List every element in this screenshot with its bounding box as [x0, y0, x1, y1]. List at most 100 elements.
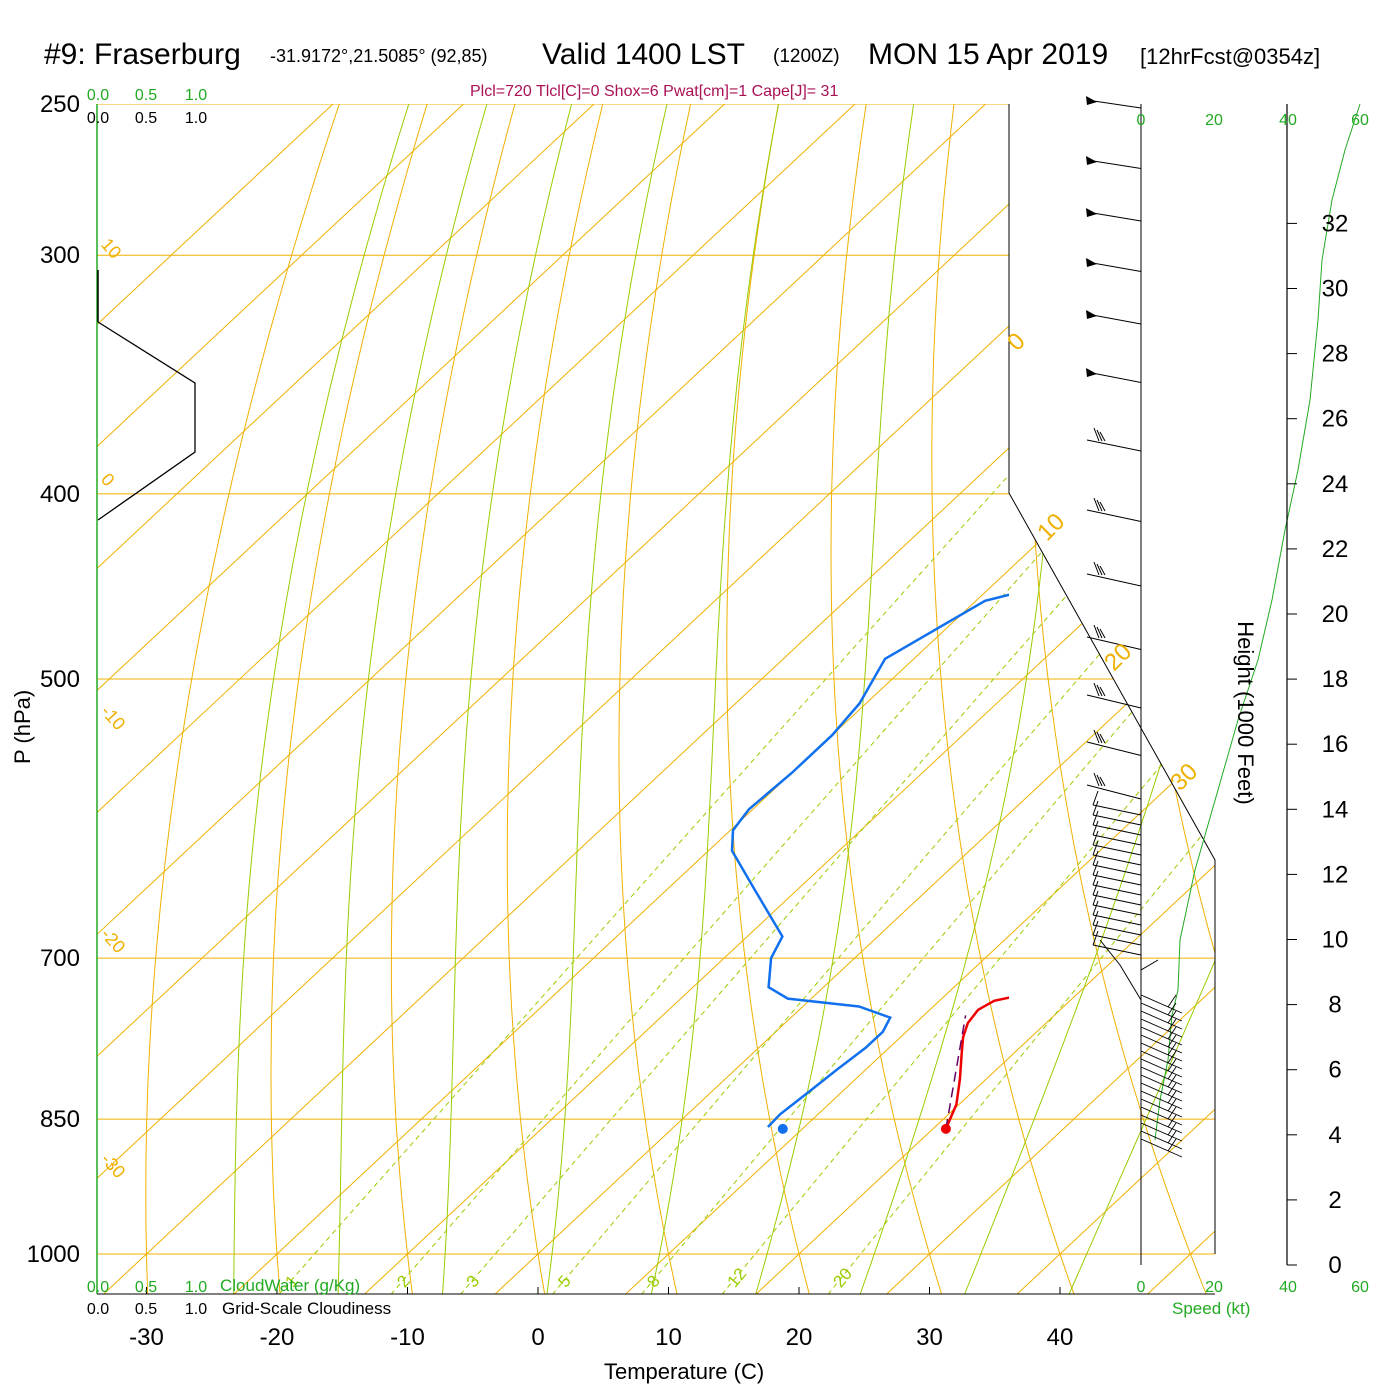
surface-point: [940, 1123, 951, 1134]
cloudiness-tick-label: 0.5: [135, 1301, 157, 1318]
wind-barb: [1140, 1098, 1183, 1118]
y-axis-label: P (hPa): [10, 689, 35, 764]
wind-barb-feather: [1099, 733, 1106, 744]
wind-barb: [1092, 914, 1142, 926]
moist-adiabat: [964, 447, 1240, 1294]
wind-barb: [1092, 844, 1142, 856]
wind-barb-feather: [1092, 820, 1099, 836]
temperature-tick-label: -30: [129, 1324, 164, 1351]
wind-barb: [1092, 854, 1142, 866]
wind-barb-feather: [1099, 431, 1106, 442]
height-tick-label: 28: [1322, 341, 1349, 368]
wind-barb-flag: [1086, 156, 1097, 165]
wind-barb: [1092, 904, 1142, 916]
mixing-ratio-line: [460, 472, 1175, 1294]
wind-barb-feather: [1099, 628, 1106, 639]
station-coords: -31.9172°,21.5085° (92,85): [270, 46, 488, 66]
isotherm: [885, 963, 1240, 1294]
wind-barb-feather: [1093, 682, 1100, 697]
wind-barb-feather: [1099, 501, 1106, 512]
isotherm: [494, 597, 1240, 1294]
mixing-ratio-label: 2: [393, 1272, 414, 1291]
wind-barb-feather: [1096, 563, 1103, 576]
plot-boundary: [96, 104, 1240, 1295]
axis-labels: 2503004005007008501000100-10-20-30010203…: [27, 87, 1369, 1351]
cloudwater-tick-label: 1.0: [185, 1279, 207, 1296]
wind-barb: [1092, 944, 1142, 956]
mixing-ratio-label: 8: [643, 1272, 664, 1291]
wind-barb: [1140, 1010, 1183, 1030]
wind-barb-feather: [1093, 624, 1100, 639]
height-tick-label: 24: [1322, 471, 1349, 498]
wind-barb-feather: [1167, 994, 1177, 1008]
valid-time: Valid 1400 LST: [542, 38, 745, 71]
wind-barb-feather: [1092, 800, 1099, 816]
moist-adiabat: [233, 104, 410, 1294]
wind-barb-feather: [1096, 774, 1103, 787]
wind-barb-feather: [1096, 731, 1103, 744]
dry-adiabat: [830, 104, 943, 1294]
wind-barb: [1140, 1090, 1183, 1110]
wind-barb-feather: [1096, 429, 1103, 442]
cloudiness-tick-label: 0.0: [87, 1301, 109, 1318]
height-tick-label: 12: [1322, 861, 1349, 888]
height-tick-label: 0: [1328, 1252, 1341, 1279]
isotherm-label: 10: [97, 234, 125, 262]
speed-tick-label: 0: [1137, 1279, 1146, 1296]
wind-barb: [1086, 99, 1142, 109]
cloudwater-label: CloudWater (g/Kg): [220, 1276, 361, 1295]
dry-adiabat: [390, 104, 516, 1294]
wind-barb-feather: [1167, 1138, 1177, 1152]
zulu-time: (1200Z): [773, 46, 840, 67]
wind-barb-feather: [1167, 1130, 1177, 1144]
surface-point: [777, 1123, 788, 1134]
isotherm: [97, 104, 334, 326]
cloudiness-tick-label: 0.0: [87, 110, 109, 127]
cloudiness-tick-label: 1.0: [185, 110, 207, 127]
wind-barb-feather: [1093, 772, 1100, 787]
wind-barb: [1092, 894, 1142, 906]
cloudiness-label: Grid-Scale Cloudiness: [222, 1299, 392, 1318]
wind-barb: [1092, 834, 1142, 846]
wind-barb-feather: [1092, 920, 1099, 936]
wind-barb: [1092, 874, 1142, 886]
moist-adiabat: [650, 104, 780, 1294]
data-series: [730, 593, 1009, 1134]
wind-barb: [1140, 1066, 1183, 1086]
valid-date: MON 15 Apr 2019: [868, 38, 1109, 71]
wind-barb-feather: [1167, 1010, 1177, 1024]
wind-barb-feather: [1096, 684, 1103, 697]
wind-barb-feather: [1167, 1082, 1177, 1096]
wind-barb: [1086, 784, 1142, 800]
station-title: #9: Fraserburg: [44, 38, 241, 71]
wind-barb-feather: [1092, 840, 1099, 856]
wind-barb-feather: [1092, 810, 1099, 826]
mixing-ratio-line: [390, 472, 1113, 1294]
wind-barb-feather: [1167, 1122, 1177, 1136]
wind-barb-feather: [1092, 860, 1099, 876]
speed-tick-label: 60: [1351, 1279, 1369, 1296]
height-tick-label: 20: [1322, 601, 1349, 628]
wind-barb: [1092, 804, 1142, 816]
temperature-tick-label: 20: [786, 1324, 813, 1351]
temperature-tick-label: 40: [1047, 1324, 1074, 1351]
wind-barb: [1092, 824, 1142, 836]
pressure-tick-label: 500: [40, 666, 80, 693]
dry-adiabat: [726, 104, 810, 1294]
isotherm: [363, 475, 1240, 1294]
height-tick-label: 6: [1328, 1057, 1341, 1084]
dry-adiabat: [270, 104, 428, 1294]
cloudwater-tick-label: 0.0: [87, 1279, 109, 1296]
wind-barb: [1092, 864, 1142, 876]
mixing-ratio-line: [827, 788, 1240, 1294]
wind-barb: [1140, 1034, 1183, 1054]
mixing-ratio-label: 3: [463, 1272, 484, 1291]
height-tick-label: 30: [1322, 276, 1349, 303]
dry-adiabat: [506, 104, 604, 1294]
wind-barb-feather: [1167, 1098, 1177, 1112]
indices-line: Plcl=720 Tlcl[C]=0 Shox=6 Pwat[cm]=1 Cap…: [470, 83, 839, 100]
wind-barb: [1086, 573, 1142, 587]
isotherm: [1236, 0, 1400, 1333]
wind-barb-feather: [1092, 830, 1099, 846]
